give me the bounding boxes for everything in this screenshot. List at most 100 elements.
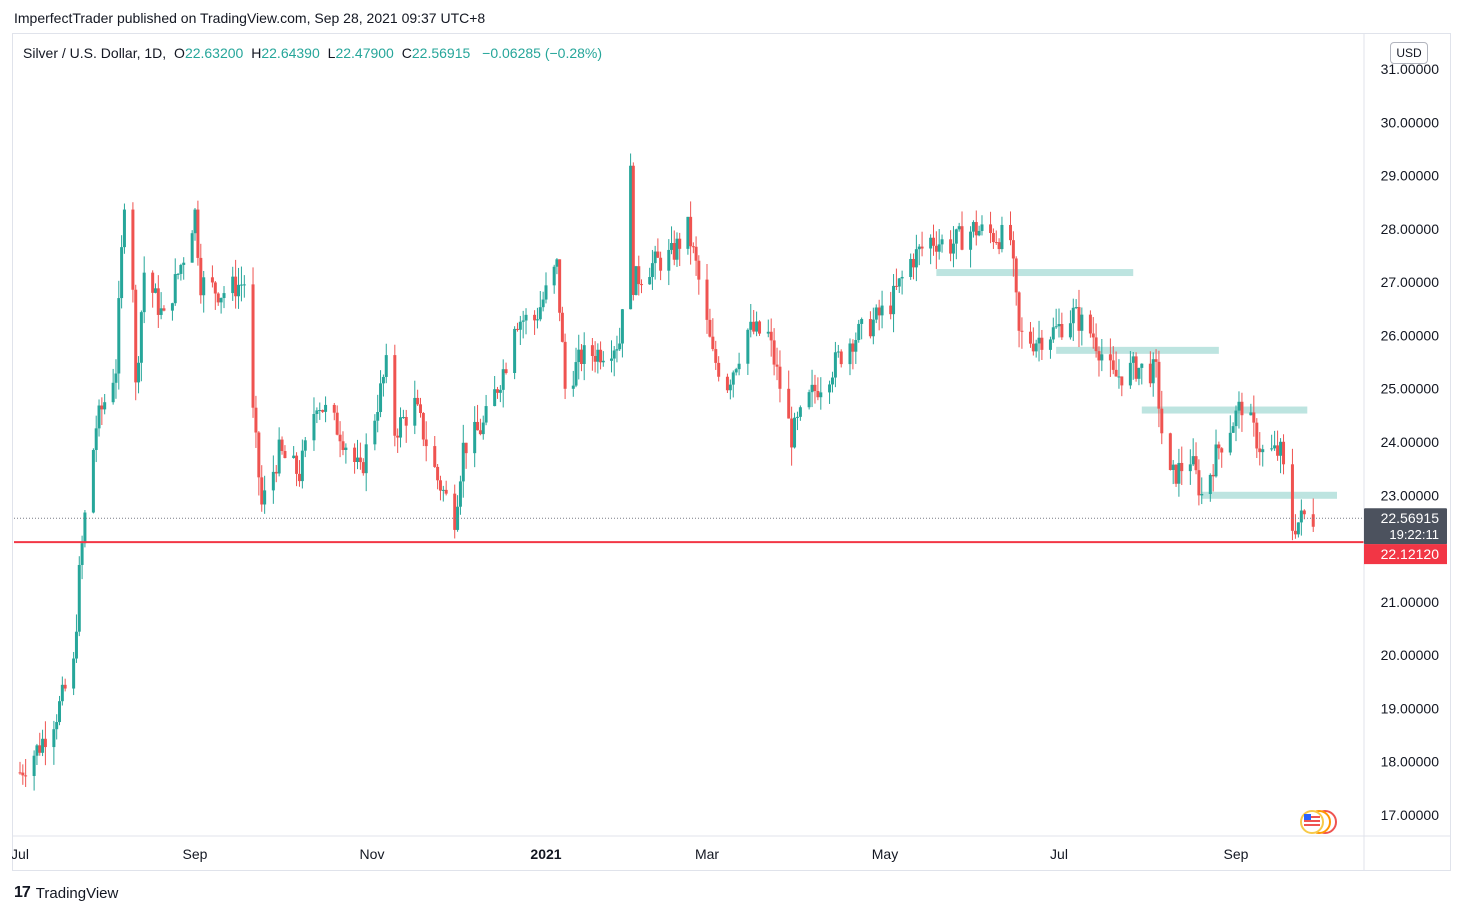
candle-body[interactable] [599, 349, 603, 363]
candle-body[interactable] [819, 392, 823, 398]
candle-body[interactable] [1261, 449, 1265, 453]
candle-body[interactable] [77, 564, 81, 632]
candle-body[interactable] [612, 350, 616, 359]
candle-body[interactable] [35, 745, 39, 756]
candle-body[interactable] [1097, 351, 1101, 361]
candle-body[interactable] [954, 229, 958, 244]
candle-body[interactable] [1040, 337, 1044, 350]
candle-body[interactable] [335, 412, 339, 435]
candle-body[interactable] [1231, 426, 1235, 433]
candle-body[interactable] [912, 258, 916, 268]
candle-body[interactable] [1217, 444, 1221, 449]
candle-body[interactable] [94, 428, 98, 450]
candle-body[interactable] [618, 343, 622, 350]
candle-body[interactable] [1088, 314, 1092, 334]
candle-body[interactable] [1074, 307, 1078, 309]
candle-body[interactable] [1279, 441, 1283, 456]
candle-body[interactable] [909, 258, 913, 277]
candle-body[interactable] [997, 242, 1001, 250]
candle-body[interactable] [590, 345, 594, 356]
candle-body[interactable] [1191, 456, 1195, 465]
candle-body[interactable] [170, 303, 174, 311]
candle-body[interactable] [678, 238, 682, 249]
candle-body[interactable] [1214, 444, 1218, 477]
candle-body[interactable] [725, 376, 729, 391]
candle-body[interactable] [361, 462, 365, 474]
candle-body[interactable] [436, 466, 440, 481]
candle-body[interactable] [1128, 362, 1132, 386]
candle-body[interactable] [1252, 412, 1256, 423]
candle-body[interactable] [1037, 337, 1041, 344]
candle-body[interactable] [541, 299, 545, 308]
candle-body[interactable] [213, 282, 217, 294]
candle-body[interactable] [1273, 445, 1277, 449]
candle-body[interactable] [263, 490, 267, 505]
candle-body[interactable] [524, 314, 528, 321]
candle-body[interactable] [379, 383, 383, 413]
candle-body[interactable] [940, 239, 944, 245]
candle-body[interactable] [219, 298, 223, 303]
candle-body[interactable] [399, 417, 403, 438]
candle-body[interactable] [173, 274, 177, 304]
candle-body[interactable] [558, 259, 562, 313]
candle-body[interactable] [833, 352, 837, 378]
candle-body[interactable] [1180, 462, 1184, 472]
candle-body[interactable] [877, 307, 881, 316]
candle-body[interactable] [21, 772, 25, 776]
zone-3[interactable] [1141, 406, 1308, 414]
candle-body[interactable] [324, 404, 328, 412]
candle-body[interactable] [1014, 258, 1018, 293]
candle-body[interactable] [384, 355, 388, 377]
candle-body[interactable] [521, 320, 525, 322]
zone-1[interactable] [936, 269, 1134, 277]
candle-body[interactable] [667, 249, 671, 271]
candle-body[interactable] [38, 745, 42, 753]
candle-body[interactable] [991, 233, 995, 243]
candle-body[interactable] [577, 349, 581, 363]
candle-body[interactable] [120, 247, 124, 299]
candle-body[interactable] [260, 477, 264, 505]
candle-body[interactable] [1168, 433, 1172, 470]
candle-body[interactable] [461, 442, 465, 482]
candle-body[interactable] [798, 407, 802, 417]
candle-body[interactable] [199, 257, 203, 296]
candle-body[interactable] [828, 384, 832, 393]
candle-body[interactable] [32, 755, 36, 776]
candle-body[interactable] [1114, 369, 1118, 377]
candle-body[interactable] [717, 362, 721, 377]
candle-body[interactable] [571, 385, 575, 389]
candle-body[interactable] [202, 277, 206, 296]
candle-body[interactable] [640, 284, 644, 286]
candle-body[interactable] [318, 410, 322, 412]
candle-body[interactable] [373, 420, 377, 445]
candle-body[interactable] [438, 480, 442, 491]
candle-body[interactable] [1080, 314, 1084, 331]
zone-2[interactable] [1056, 346, 1219, 354]
candle-body[interactable] [498, 389, 502, 393]
candle-body[interactable] [957, 226, 961, 230]
candle-body[interactable] [1220, 448, 1224, 453]
candle-body[interactable] [190, 233, 194, 263]
candle-body[interactable] [433, 446, 437, 467]
candle-body[interactable] [153, 288, 157, 293]
candle-body[interactable] [731, 372, 735, 385]
candle-body[interactable] [393, 355, 397, 436]
candle-body[interactable] [807, 392, 811, 408]
candle-body[interactable] [1091, 333, 1095, 338]
candle-body[interactable] [1068, 323, 1072, 338]
candle-body[interactable] [1160, 408, 1164, 434]
candle-body[interactable] [708, 319, 712, 337]
candle-body[interactable] [977, 230, 981, 236]
candle-body[interactable] [1151, 359, 1155, 384]
candle-body[interactable] [1171, 464, 1175, 470]
candle-body[interactable] [1293, 530, 1297, 535]
candle-body[interactable] [1177, 462, 1181, 484]
candle-body[interactable] [1237, 401, 1241, 411]
candle-body[interactable] [874, 307, 878, 320]
candle-body[interactable] [1120, 376, 1124, 386]
candle-body[interactable] [364, 444, 368, 474]
candle-body[interactable] [1017, 292, 1021, 331]
candle-body[interactable] [1000, 224, 1004, 250]
candle-body[interactable] [1240, 401, 1244, 416]
candle-body[interactable] [274, 471, 278, 474]
